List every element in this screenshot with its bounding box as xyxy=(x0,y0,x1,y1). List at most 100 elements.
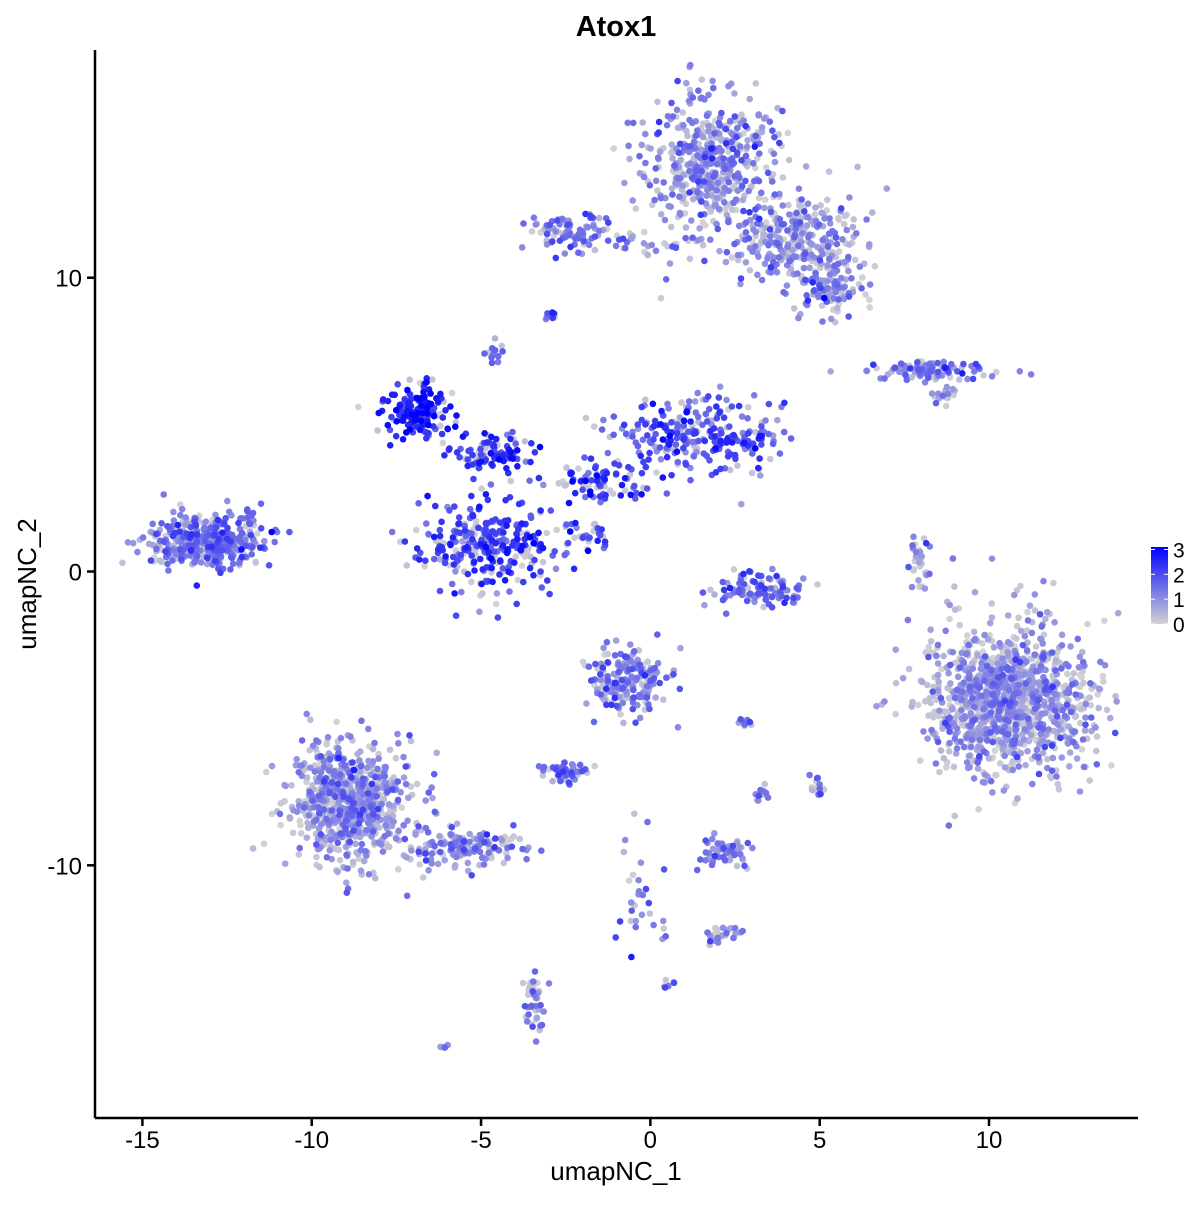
cell-point xyxy=(355,820,363,827)
cell-point xyxy=(1019,641,1027,649)
cell-point xyxy=(1032,668,1040,675)
cell-point xyxy=(441,1044,449,1051)
cell-point xyxy=(295,851,303,858)
cell-point xyxy=(434,860,442,868)
cell-point xyxy=(629,433,636,440)
cell-point xyxy=(819,318,826,325)
cell-point xyxy=(660,917,667,925)
cell-point xyxy=(941,364,949,372)
cell-point xyxy=(764,169,772,177)
cell-point xyxy=(667,223,675,231)
cell-point xyxy=(1041,743,1049,751)
cell-point xyxy=(631,482,638,490)
cell-point xyxy=(564,221,572,228)
cell-point xyxy=(752,228,759,236)
cell-point xyxy=(657,194,665,202)
cell-point xyxy=(668,185,676,192)
cell-point xyxy=(544,577,551,584)
cell-point xyxy=(596,671,604,678)
cell-point xyxy=(978,692,985,700)
cell-point xyxy=(336,856,344,864)
cell-point xyxy=(612,242,620,250)
cell-point xyxy=(525,1011,532,1018)
cell-point xyxy=(633,674,641,682)
cell-point xyxy=(297,821,304,829)
cell-point xyxy=(922,539,930,547)
cell-point xyxy=(715,205,723,213)
cell-point xyxy=(608,701,615,709)
cell-point xyxy=(1076,788,1084,795)
cell-point xyxy=(531,449,539,456)
cell-point xyxy=(636,170,644,177)
cell-point xyxy=(431,808,439,816)
cell-point xyxy=(413,545,421,552)
cell-point xyxy=(527,514,535,522)
cell-point xyxy=(170,508,177,516)
cell-point xyxy=(663,490,671,497)
cell-point xyxy=(263,768,270,776)
cell-point xyxy=(638,911,646,919)
cell-point xyxy=(726,584,734,592)
cell-point xyxy=(496,557,504,564)
cell-point xyxy=(227,566,234,573)
cell-point xyxy=(531,968,539,975)
cell-point xyxy=(734,256,742,264)
cell-point xyxy=(984,636,992,643)
cell-point xyxy=(897,360,905,368)
cell-point xyxy=(952,750,960,757)
cell-point xyxy=(630,686,637,694)
cell-point xyxy=(513,600,520,608)
cell-point xyxy=(709,835,716,843)
cell-point xyxy=(317,769,325,776)
cell-point xyxy=(754,797,762,804)
cell-point xyxy=(378,801,385,808)
cell-point xyxy=(252,558,259,566)
cell-point xyxy=(519,845,526,853)
cell-point xyxy=(506,588,513,595)
cell-point xyxy=(676,140,684,148)
cell-point xyxy=(926,695,933,702)
cell-point xyxy=(356,768,364,776)
cell-point xyxy=(468,530,475,537)
cell-point xyxy=(902,371,909,379)
cell-point xyxy=(355,855,363,862)
cell-point xyxy=(656,148,664,156)
cell-point xyxy=(726,856,734,864)
cell-point xyxy=(927,638,935,645)
cell-point xyxy=(668,419,675,426)
cell-point xyxy=(436,587,444,595)
cell-point xyxy=(537,568,544,575)
cell-point xyxy=(344,865,351,872)
cell-point xyxy=(939,725,946,732)
cell-point xyxy=(646,910,654,917)
cell-point xyxy=(369,758,377,765)
cell-point xyxy=(881,375,888,382)
cell-point xyxy=(303,834,311,841)
cell-point xyxy=(636,152,643,160)
cell-point xyxy=(298,737,306,744)
cell-point xyxy=(1059,706,1066,714)
cell-point xyxy=(1069,738,1077,746)
cell-point xyxy=(424,829,432,836)
cell-point xyxy=(980,372,987,379)
cell-point xyxy=(726,423,733,430)
cell-point xyxy=(742,177,749,185)
cell-point xyxy=(697,211,705,219)
cell-point xyxy=(689,94,697,101)
cell-point xyxy=(469,512,477,520)
cell-point xyxy=(624,678,632,686)
cell-point xyxy=(742,122,750,130)
cell-point xyxy=(1049,683,1056,690)
cell-point xyxy=(1002,716,1009,723)
cell-point xyxy=(832,234,840,241)
cell-point xyxy=(1010,740,1018,748)
cell-point xyxy=(805,233,812,241)
cell-point xyxy=(295,802,303,809)
cell-point xyxy=(949,555,957,562)
cell-point xyxy=(337,771,344,778)
cell-point xyxy=(565,779,573,786)
cell-point xyxy=(268,810,276,818)
cell-point xyxy=(817,790,824,798)
cell-point xyxy=(992,771,1000,779)
cell-point xyxy=(767,208,775,216)
